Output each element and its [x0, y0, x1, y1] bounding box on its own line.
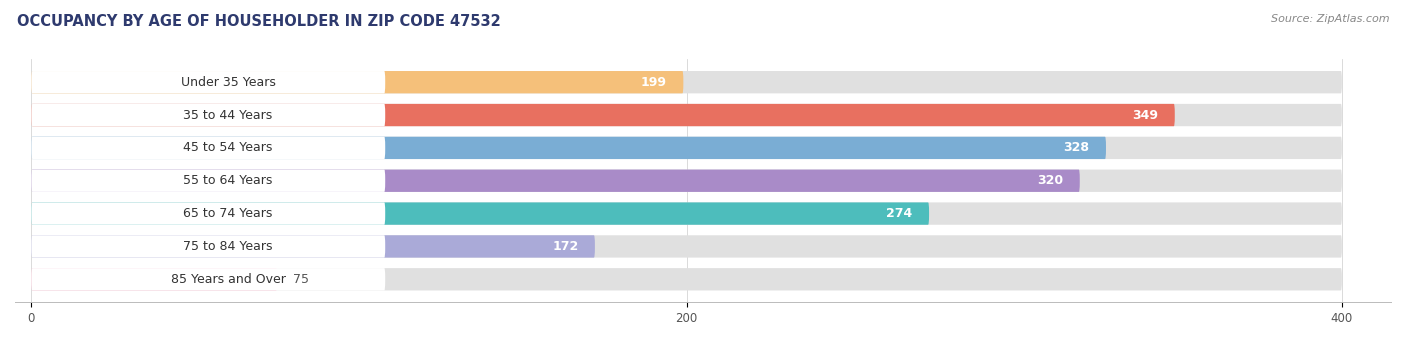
FancyBboxPatch shape: [31, 202, 929, 225]
FancyBboxPatch shape: [31, 170, 1080, 192]
FancyBboxPatch shape: [31, 268, 385, 290]
Text: 45 to 54 Years: 45 to 54 Years: [183, 141, 273, 154]
Text: OCCUPANCY BY AGE OF HOUSEHOLDER IN ZIP CODE 47532: OCCUPANCY BY AGE OF HOUSEHOLDER IN ZIP C…: [17, 14, 501, 29]
FancyBboxPatch shape: [31, 235, 385, 258]
Text: 85 Years and Over: 85 Years and Over: [170, 273, 285, 286]
FancyBboxPatch shape: [31, 71, 683, 94]
Text: 65 to 74 Years: 65 to 74 Years: [183, 207, 273, 220]
FancyBboxPatch shape: [31, 235, 595, 258]
Text: 274: 274: [886, 207, 912, 220]
Text: 320: 320: [1038, 174, 1063, 187]
Text: Under 35 Years: Under 35 Years: [180, 76, 276, 89]
Text: 172: 172: [553, 240, 578, 253]
FancyBboxPatch shape: [31, 170, 1341, 192]
Text: 199: 199: [641, 76, 666, 89]
FancyBboxPatch shape: [31, 268, 1341, 290]
Text: Source: ZipAtlas.com: Source: ZipAtlas.com: [1271, 14, 1389, 23]
FancyBboxPatch shape: [31, 104, 385, 126]
FancyBboxPatch shape: [31, 104, 1341, 126]
Text: 35 to 44 Years: 35 to 44 Years: [183, 108, 273, 121]
FancyBboxPatch shape: [31, 71, 385, 94]
FancyBboxPatch shape: [31, 137, 1341, 159]
Text: 75 to 84 Years: 75 to 84 Years: [183, 240, 273, 253]
FancyBboxPatch shape: [31, 202, 1341, 225]
Text: 55 to 64 Years: 55 to 64 Years: [183, 174, 273, 187]
FancyBboxPatch shape: [31, 170, 385, 192]
FancyBboxPatch shape: [31, 71, 1341, 94]
FancyBboxPatch shape: [31, 137, 385, 159]
Text: 349: 349: [1132, 108, 1159, 121]
FancyBboxPatch shape: [31, 268, 277, 290]
FancyBboxPatch shape: [31, 104, 1175, 126]
FancyBboxPatch shape: [31, 202, 385, 225]
Text: 75: 75: [294, 273, 309, 286]
FancyBboxPatch shape: [31, 137, 1107, 159]
FancyBboxPatch shape: [31, 235, 1341, 258]
Text: 328: 328: [1063, 141, 1090, 154]
